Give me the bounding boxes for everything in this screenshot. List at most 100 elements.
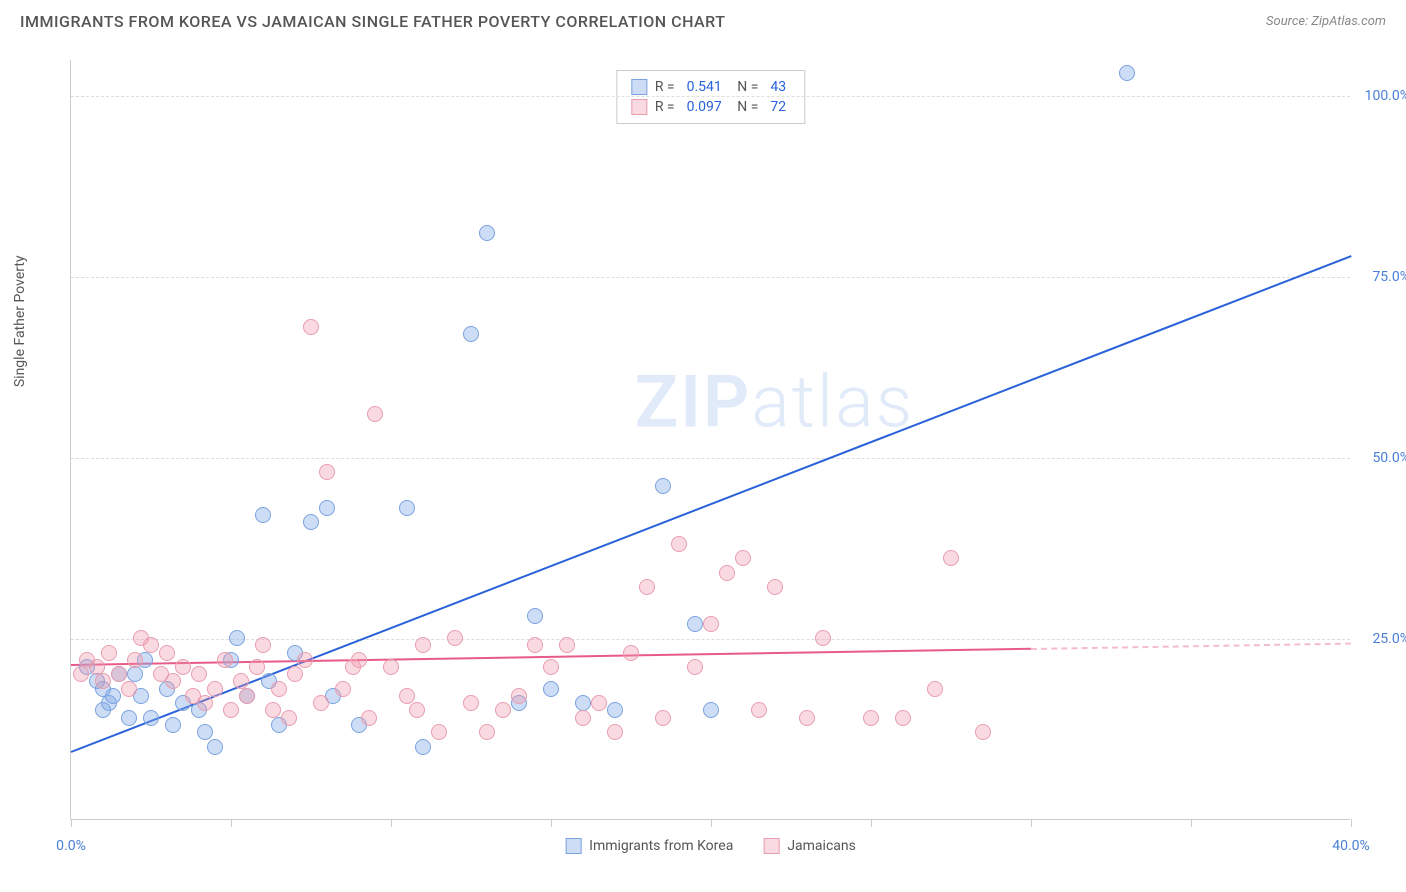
series-label: Immigrants from Korea xyxy=(589,838,733,854)
data-point xyxy=(543,659,559,675)
x-tick xyxy=(1351,819,1352,827)
data-point xyxy=(559,637,575,653)
trend-line-dashed xyxy=(1031,643,1351,650)
legend-row: R = 0.097 N = 72 xyxy=(631,97,790,117)
data-point xyxy=(399,500,415,516)
data-point xyxy=(623,645,639,661)
data-point xyxy=(121,681,137,697)
chart-container: Single Father Poverty ZIPatlas R = 0.541… xyxy=(50,50,1360,840)
data-point xyxy=(527,608,543,624)
r-value: 0.097 xyxy=(687,99,722,115)
data-point xyxy=(975,724,991,740)
x-tick xyxy=(871,819,872,827)
data-point xyxy=(73,666,89,682)
data-point xyxy=(319,464,335,480)
grid-line xyxy=(71,277,1350,278)
x-tick xyxy=(551,819,552,827)
data-point xyxy=(575,710,591,726)
series-label: Jamaicans xyxy=(787,838,856,854)
data-point xyxy=(95,702,111,718)
data-point xyxy=(447,630,463,646)
legend-row: R = 0.541 N = 43 xyxy=(631,77,790,97)
data-point xyxy=(367,406,383,422)
x-tick-label: 0.0% xyxy=(56,838,86,854)
data-point xyxy=(1119,65,1135,81)
x-tick xyxy=(1031,819,1032,827)
data-point xyxy=(543,681,559,697)
data-point xyxy=(217,652,233,668)
data-point xyxy=(431,724,447,740)
data-point xyxy=(313,695,329,711)
data-point xyxy=(671,536,687,552)
x-tick-label: 40.0% xyxy=(1332,838,1370,854)
data-point xyxy=(111,666,127,682)
grid-line xyxy=(71,458,1350,459)
data-point xyxy=(297,652,313,668)
data-point xyxy=(687,616,703,632)
data-point xyxy=(95,673,111,689)
data-point xyxy=(383,659,399,675)
r-label: R = xyxy=(655,79,675,95)
data-point xyxy=(399,688,415,704)
data-point xyxy=(687,659,703,675)
data-point xyxy=(767,579,783,595)
n-label: N = xyxy=(734,99,759,115)
x-tick xyxy=(71,819,72,827)
x-tick xyxy=(1191,819,1192,827)
y-tick-label: 75.0% xyxy=(1372,269,1406,285)
data-point xyxy=(463,695,479,711)
data-point xyxy=(511,688,527,704)
data-point xyxy=(223,702,239,718)
data-point xyxy=(639,579,655,595)
y-tick-label: 100.0% xyxy=(1365,88,1406,104)
data-point xyxy=(863,710,879,726)
plot-area: ZIPatlas R = 0.541 N = 43 R = 0.097 N = … xyxy=(70,60,1350,820)
legend-swatch xyxy=(631,79,647,95)
data-point xyxy=(607,702,623,718)
data-point xyxy=(655,710,671,726)
watermark-bold: ZIP xyxy=(635,359,751,444)
data-point xyxy=(927,681,943,697)
x-tick xyxy=(711,819,712,827)
data-point xyxy=(703,616,719,632)
data-point xyxy=(287,666,303,682)
data-point xyxy=(165,673,181,689)
x-tick xyxy=(391,819,392,827)
data-point xyxy=(143,637,159,653)
data-point xyxy=(197,724,213,740)
data-point xyxy=(281,710,297,726)
data-point xyxy=(249,659,265,675)
data-point xyxy=(527,637,543,653)
data-point xyxy=(361,710,377,726)
x-tick xyxy=(231,819,232,827)
data-point xyxy=(463,326,479,342)
data-point xyxy=(159,645,175,661)
data-point xyxy=(175,659,191,675)
data-point xyxy=(415,739,431,755)
y-axis-label: Single Father Poverty xyxy=(12,255,28,387)
n-value: 72 xyxy=(770,99,786,115)
data-point xyxy=(303,319,319,335)
data-point xyxy=(815,630,831,646)
y-tick-label: 25.0% xyxy=(1372,631,1406,647)
watermark-light: atlas xyxy=(751,359,914,444)
n-value: 43 xyxy=(770,79,786,95)
series-legend: Immigrants from Korea Jamaicans xyxy=(565,838,856,854)
data-point xyxy=(703,702,719,718)
data-point xyxy=(127,652,143,668)
series-legend-item: Immigrants from Korea xyxy=(565,838,733,854)
data-point xyxy=(335,681,351,697)
legend-swatch xyxy=(631,99,647,115)
data-point xyxy=(239,688,255,704)
r-label: R = xyxy=(655,99,675,115)
data-point xyxy=(121,710,137,726)
data-point xyxy=(479,724,495,740)
n-label: N = xyxy=(734,79,759,95)
data-point xyxy=(229,630,245,646)
legend-swatch xyxy=(565,838,581,854)
data-point xyxy=(409,702,425,718)
data-point xyxy=(207,739,223,755)
data-point xyxy=(943,550,959,566)
data-point xyxy=(351,652,367,668)
y-tick-label: 50.0% xyxy=(1372,450,1406,466)
